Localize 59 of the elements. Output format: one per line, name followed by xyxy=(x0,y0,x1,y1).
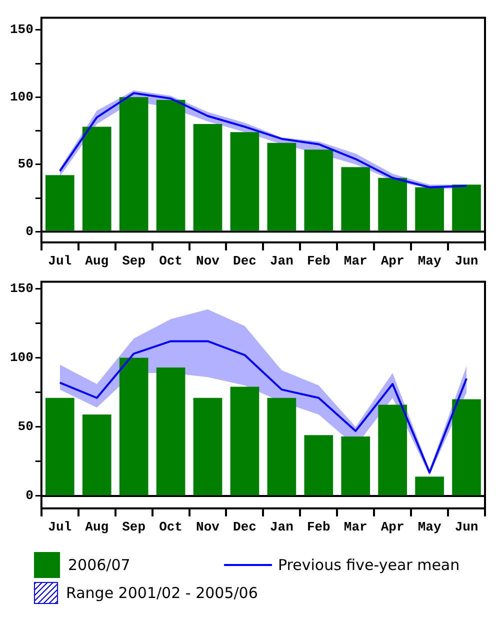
x-tick-label: Oct xyxy=(159,519,182,534)
x-tick-label: Dec xyxy=(233,253,257,268)
bar xyxy=(230,386,260,496)
x-tick-label: Apr xyxy=(380,253,404,268)
x-tick-label: May xyxy=(418,519,442,534)
y-tick-label: 50 xyxy=(18,419,34,434)
x-tick-label: Jul xyxy=(48,253,72,268)
bar xyxy=(267,398,296,496)
bar xyxy=(119,358,148,496)
bar xyxy=(156,367,186,496)
x-tick-label: Sep xyxy=(122,519,146,534)
y-tick-label: 100 xyxy=(10,89,34,104)
bar xyxy=(341,436,370,496)
y-tick-label: 150 xyxy=(10,280,34,296)
x-tick-label: Apr xyxy=(380,519,404,534)
bar xyxy=(119,97,148,231)
bar xyxy=(452,399,481,496)
bar xyxy=(341,167,370,231)
bar xyxy=(452,184,481,231)
x-tick-label: Jan xyxy=(270,519,294,534)
legend-label: Previous five-year mean xyxy=(278,556,460,574)
y-tick-label: 100 xyxy=(10,350,34,366)
x-tick-label: Dec xyxy=(233,519,257,534)
y-tick-label: 150 xyxy=(10,22,34,38)
bar xyxy=(304,435,334,496)
bar xyxy=(415,187,444,231)
bar xyxy=(304,150,334,231)
y-tick-label: 50 xyxy=(18,156,34,172)
x-tick-label: Mar xyxy=(344,253,368,268)
x-tick-label: Mar xyxy=(344,519,368,534)
bar xyxy=(267,142,296,231)
x-tick-label: Sep xyxy=(122,253,146,268)
y-tick-label: 0 xyxy=(26,488,34,504)
x-tick-label: Jul xyxy=(48,519,72,534)
x-tick-label: Jan xyxy=(270,253,294,268)
bar xyxy=(45,175,74,231)
text: Range 2001/02 - 2005/06 xyxy=(66,584,258,602)
x-tick-label: Feb xyxy=(306,519,331,534)
x-tick-label: May xyxy=(418,253,442,268)
bar xyxy=(156,100,186,231)
x-tick-label: Nov xyxy=(196,253,220,268)
x-tick-label: Nov xyxy=(196,519,220,534)
bar xyxy=(45,398,74,496)
x-tick-label: Aug xyxy=(85,253,109,268)
bar xyxy=(378,404,407,496)
bar xyxy=(82,414,112,496)
x-tick-label: Feb xyxy=(306,253,331,268)
bar xyxy=(415,476,444,496)
x-tick-label: Aug xyxy=(85,519,109,534)
legend-label: 2006/07 xyxy=(68,556,130,574)
x-tick-label: Oct xyxy=(159,253,182,268)
x-tick-label: Jun xyxy=(454,253,478,268)
bar xyxy=(193,398,222,496)
x-tick-label: Jun xyxy=(454,519,478,534)
bar xyxy=(378,178,407,231)
bar xyxy=(230,132,260,231)
bar xyxy=(82,126,112,231)
y-tick-label: 0 xyxy=(26,224,34,239)
bar xyxy=(193,124,222,231)
